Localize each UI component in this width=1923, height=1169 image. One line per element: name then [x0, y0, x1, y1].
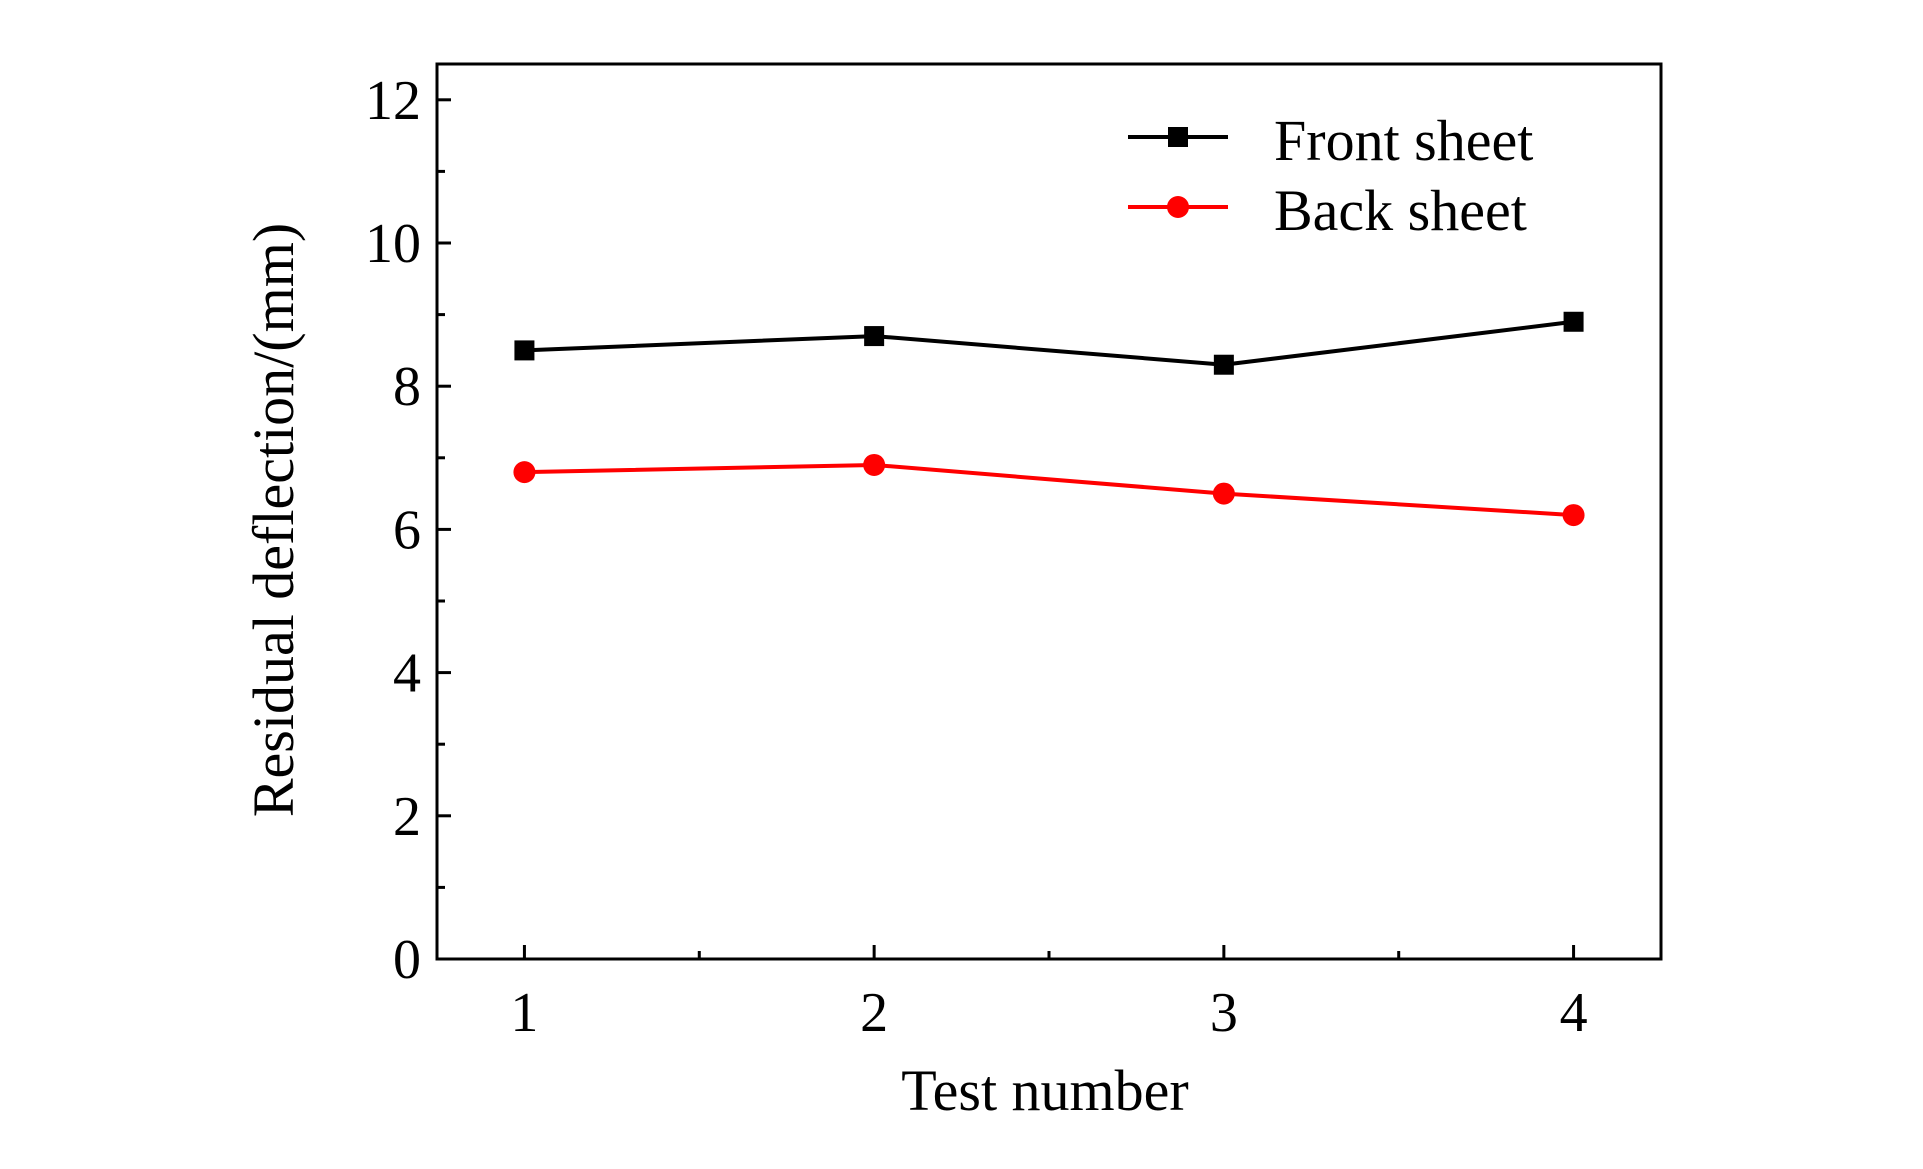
- data-point: [1563, 311, 1584, 332]
- x-tick-label: 4: [1560, 982, 1588, 1044]
- legend-label-back-sheet: Back sheet: [1274, 178, 1527, 243]
- series-0: [514, 311, 1584, 375]
- y-tick-label: 2: [393, 786, 421, 848]
- legend-item-back-sheet: Back sheet: [1128, 178, 1527, 243]
- data-point: [863, 453, 886, 476]
- y-axis-title: Residual deflection/(mm): [241, 223, 306, 817]
- data-point: [513, 461, 536, 484]
- data-point: [514, 340, 535, 361]
- legend-item-front-sheet: Front sheet: [1128, 108, 1533, 173]
- x-axis-title: Test number: [901, 1058, 1188, 1123]
- y-tick-label: 8: [393, 356, 421, 418]
- y-tick-labels: 0 2 4 6 8 10 12: [365, 70, 421, 991]
- legend: Front sheet Back sheet: [1128, 108, 1533, 243]
- y-tick-label: 12: [365, 70, 421, 132]
- legend-label-front-sheet: Front sheet: [1274, 108, 1533, 173]
- y-tick-label: 10: [365, 213, 421, 275]
- series-1: [513, 453, 1585, 527]
- series-line: [524, 462, 1574, 518]
- x-tick-label: 2: [860, 982, 888, 1044]
- y-tick-label: 0: [393, 929, 421, 991]
- legend-marker: [1167, 196, 1189, 218]
- legend-marker: [1168, 127, 1188, 147]
- series-line: [524, 319, 1574, 367]
- x-tick-label: 3: [1210, 982, 1238, 1044]
- data-point: [1213, 354, 1234, 375]
- y-tick-label: 4: [393, 643, 421, 705]
- y-tick-label: 6: [393, 499, 421, 561]
- data-point: [1562, 504, 1585, 527]
- data-point: [864, 326, 885, 347]
- axis-ticks: [437, 98, 1576, 961]
- series-layer: [513, 311, 1585, 527]
- x-tick-labels: 1 2 3 4: [510, 982, 1587, 1044]
- x-tick-label: 1: [510, 982, 538, 1044]
- data-point: [1212, 482, 1235, 505]
